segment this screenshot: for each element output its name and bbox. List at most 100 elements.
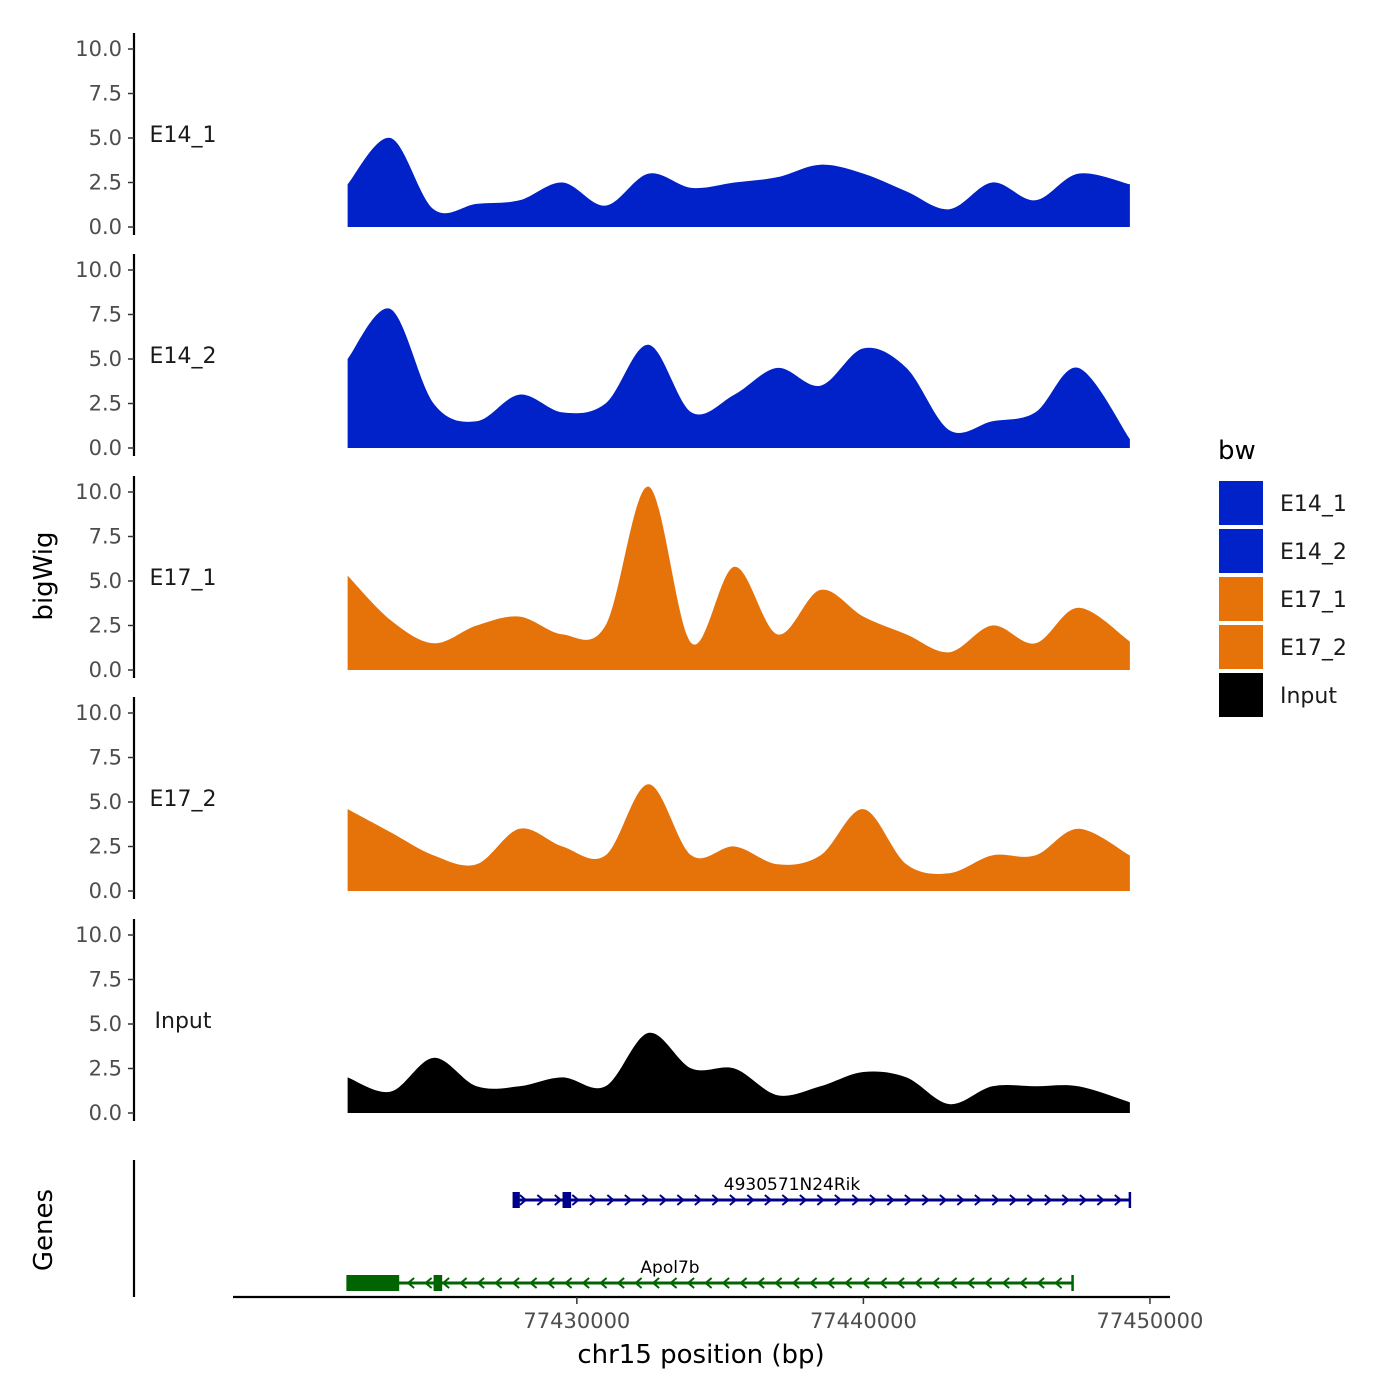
track-label-E17_2: E17_2 <box>150 787 217 812</box>
strand-arrow <box>764 1194 773 1206</box>
strand-arrow <box>966 1277 975 1289</box>
strand-arrow <box>851 1194 860 1206</box>
y-tick-label: 10.0 <box>75 480 122 504</box>
strand-arrow <box>1026 1194 1035 1206</box>
strand-arrow <box>616 1277 625 1289</box>
strand-arrow <box>896 1277 905 1289</box>
strand-arrow <box>739 1277 748 1289</box>
y-tick-label: 10.0 <box>75 258 122 282</box>
y-tick-label: 0.0 <box>89 879 122 903</box>
strand-arrow <box>816 1194 825 1206</box>
strand-arrow <box>659 1194 668 1206</box>
exon-block <box>433 1275 443 1291</box>
track-label-Input: Input <box>155 1009 212 1034</box>
track-label-E14_1: E14_1 <box>150 123 217 148</box>
strand-arrow <box>694 1194 703 1206</box>
strand-arrow <box>476 1277 485 1289</box>
coverage-area-E17_2 <box>347 784 1130 891</box>
strand-arrow <box>1079 1194 1088 1206</box>
strand-arrow <box>844 1277 853 1289</box>
strand-arrow <box>1054 1277 1063 1289</box>
strand-arrow <box>624 1194 633 1206</box>
legend-label-E14_1: E14_1 <box>1280 492 1347 517</box>
strand-arrow <box>581 1277 590 1289</box>
strand-arrow <box>606 1194 615 1206</box>
strand-arrow <box>459 1277 468 1289</box>
strand-arrow <box>791 1277 800 1289</box>
strand-arrow <box>879 1277 888 1289</box>
strand-arrow <box>686 1277 695 1289</box>
legend-label-E17_2: E17_2 <box>1280 636 1347 661</box>
y-tick-label: 2.5 <box>89 614 122 638</box>
strand-arrow <box>1096 1194 1105 1206</box>
strand-arrow <box>589 1194 598 1206</box>
strand-arrow <box>406 1277 415 1289</box>
y-tick-label: 5.0 <box>89 790 122 814</box>
x-tick-label: 77440000 <box>810 1309 917 1333</box>
y-tick-label: 5.0 <box>89 1012 122 1036</box>
y-tick-label: 10.0 <box>75 37 122 61</box>
y-tick-label: 7.5 <box>89 968 122 992</box>
strand-arrow <box>676 1194 685 1206</box>
y-tick-label: 5.0 <box>89 347 122 371</box>
gene-label-Apol7b: Apol7b <box>640 1258 699 1278</box>
coverage-area-E14_1 <box>347 137 1130 227</box>
strand-arrow <box>886 1194 895 1206</box>
strand-arrow <box>991 1194 1000 1206</box>
gene-label-4930571N24Rik: 4930571N24Rik <box>724 1175 861 1195</box>
y-axis-title: bigWig <box>29 531 59 620</box>
strand-arrow <box>1061 1194 1070 1206</box>
strand-arrow <box>571 1194 580 1206</box>
y-tick-label: 2.5 <box>89 392 122 416</box>
strand-arrow <box>809 1277 818 1289</box>
strand-arrow <box>704 1277 713 1289</box>
strand-arrow <box>1114 1194 1123 1206</box>
legend-swatch-E14_2 <box>1219 529 1263 573</box>
y-tick-label: 7.5 <box>89 525 122 549</box>
track-label-E17_1: E17_1 <box>150 566 217 591</box>
strand-arrow <box>1044 1194 1053 1206</box>
strand-arrow <box>956 1194 965 1206</box>
strand-arrow <box>651 1277 660 1289</box>
y-tick-label: 5.0 <box>89 126 122 150</box>
coverage-area-Input <box>347 1032 1130 1113</box>
y-tick-label: 0.0 <box>89 1101 122 1125</box>
x-axis-title: chr15 position (bp) <box>577 1340 824 1370</box>
strand-arrow <box>1001 1277 1010 1289</box>
legend-swatch-E17_2 <box>1219 625 1263 669</box>
y-tick-label: 7.5 <box>89 746 122 770</box>
strand-arrow <box>729 1194 738 1206</box>
strand-arrow <box>536 1194 545 1206</box>
strand-arrow <box>984 1277 993 1289</box>
strand-arrow <box>931 1277 940 1289</box>
y-tick-label: 0.0 <box>89 215 122 239</box>
strand-arrow <box>554 1194 563 1206</box>
strand-arrow <box>914 1277 923 1289</box>
coverage-area-E14_2 <box>347 308 1130 448</box>
y-tick-label: 7.5 <box>89 303 122 327</box>
strand-arrow <box>904 1194 913 1206</box>
strand-arrow <box>799 1194 808 1206</box>
strand-arrow <box>1036 1277 1045 1289</box>
strand-arrow <box>939 1194 948 1206</box>
strand-arrow <box>641 1194 650 1206</box>
legend-label-E17_1: E17_1 <box>1280 588 1347 613</box>
strand-arrow <box>834 1194 843 1206</box>
strand-arrow <box>774 1277 783 1289</box>
strand-arrow <box>756 1277 765 1289</box>
strand-arrow <box>599 1277 608 1289</box>
y-tick-label: 2.5 <box>89 1057 122 1081</box>
y-tick-label: 0.0 <box>89 436 122 460</box>
strand-arrow <box>746 1194 755 1206</box>
strand-arrow <box>869 1194 878 1206</box>
strand-arrow <box>721 1277 730 1289</box>
strand-arrow <box>1019 1277 1028 1289</box>
strand-arrow <box>921 1194 930 1206</box>
legend-swatch-E17_1 <box>1219 577 1263 621</box>
y-tick-label: 2.5 <box>89 171 122 195</box>
strand-arrow <box>564 1277 573 1289</box>
y-tick-label: 10.0 <box>75 701 122 725</box>
strand-arrow <box>519 1194 528 1206</box>
strand-arrow <box>441 1277 450 1289</box>
